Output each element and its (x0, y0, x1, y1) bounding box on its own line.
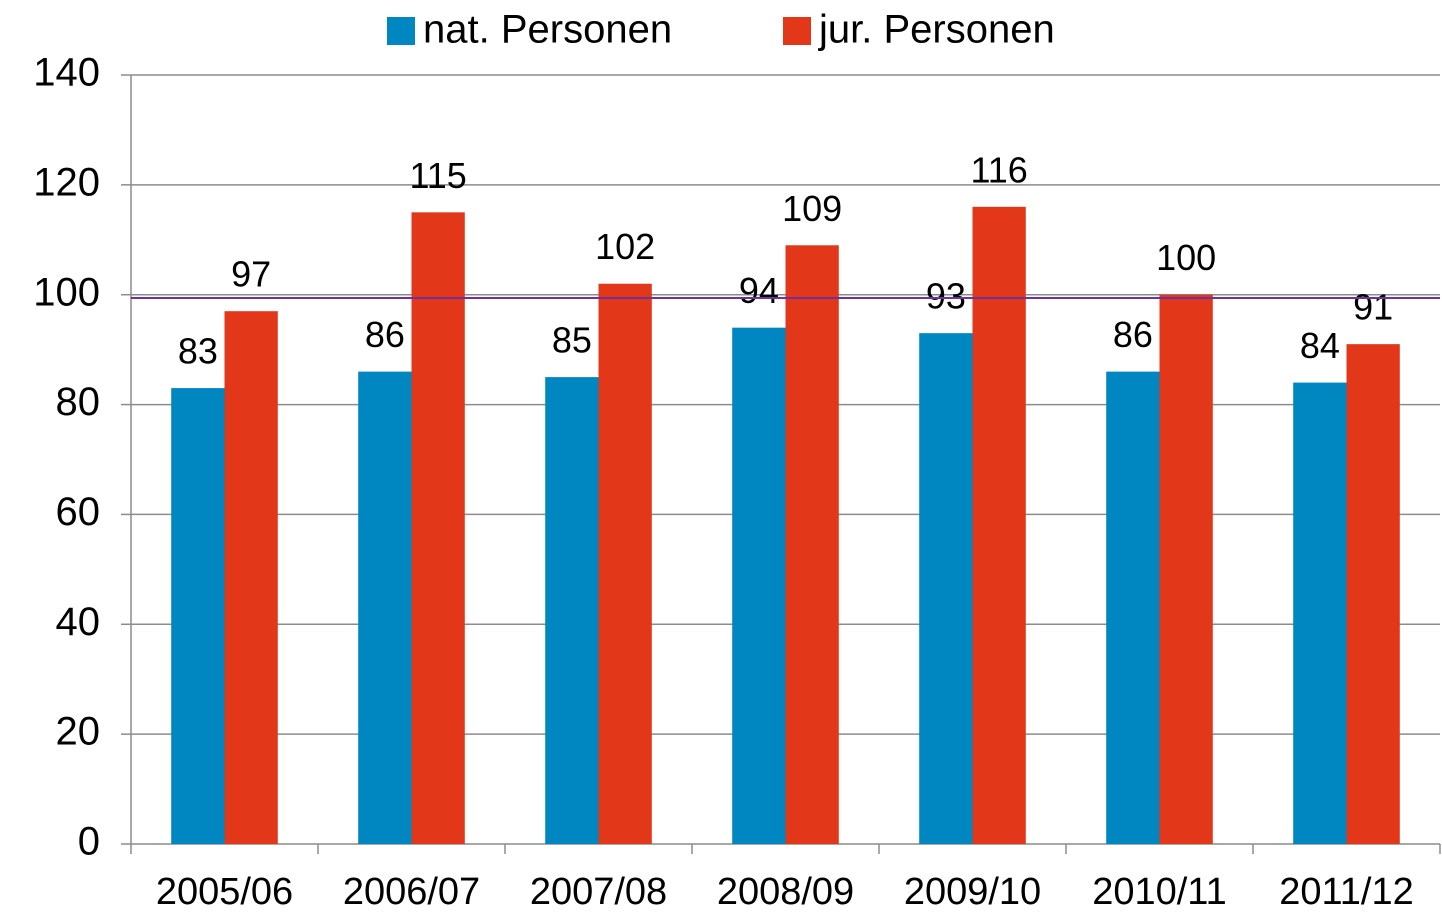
data-label: 83 (178, 331, 218, 372)
y-tick-label: 140 (33, 51, 100, 95)
bar (171, 388, 225, 844)
data-label: 100 (1156, 237, 1216, 278)
legend-swatch (387, 17, 415, 45)
data-label: 97 (231, 254, 271, 295)
bar (1106, 371, 1160, 844)
data-label: 115 (409, 155, 466, 196)
data-label: 94 (739, 270, 779, 311)
x-tick-label: 2011/12 (1279, 871, 1414, 912)
bar (785, 245, 839, 844)
x-tick-label: 2010/11 (1092, 871, 1227, 912)
bar (598, 283, 652, 844)
bar (1159, 294, 1213, 844)
data-label: 109 (782, 188, 842, 229)
legend-swatch (783, 17, 811, 45)
legend-label: nat. Personen (423, 8, 672, 52)
data-label: 91 (1353, 287, 1393, 328)
y-tick-label: 60 (56, 490, 101, 534)
bar (732, 327, 786, 845)
bar (545, 377, 599, 844)
data-label: 93 (926, 276, 966, 317)
bar (972, 206, 1026, 845)
bar (358, 371, 412, 844)
x-tick-label: 2005/06 (156, 871, 293, 912)
y-tick-label: 0 (78, 820, 100, 864)
y-tick-label: 80 (56, 380, 101, 424)
y-tick-label: 40 (56, 600, 101, 644)
data-label: 102 (595, 226, 655, 267)
data-label: 86 (1113, 314, 1153, 355)
data-label: 86 (365, 314, 405, 355)
x-tick-label: 2008/09 (717, 871, 854, 912)
data-label: 85 (552, 320, 592, 361)
bar (411, 212, 465, 845)
legend-label: jur. Personen (818, 8, 1055, 52)
bar (919, 333, 973, 844)
bar (1293, 382, 1347, 844)
data-label: 116 (970, 149, 1027, 190)
data-label: 84 (1300, 325, 1340, 366)
bar (224, 311, 278, 844)
y-tick-label: 20 (56, 710, 101, 754)
y-tick-label: 120 (33, 160, 100, 204)
x-tick-label: 2007/08 (530, 871, 667, 912)
bar (1346, 344, 1400, 844)
x-tick-label: 2009/10 (904, 871, 1041, 912)
x-tick-label: 2006/07 (343, 871, 480, 912)
y-tick-label: 100 (33, 270, 100, 314)
